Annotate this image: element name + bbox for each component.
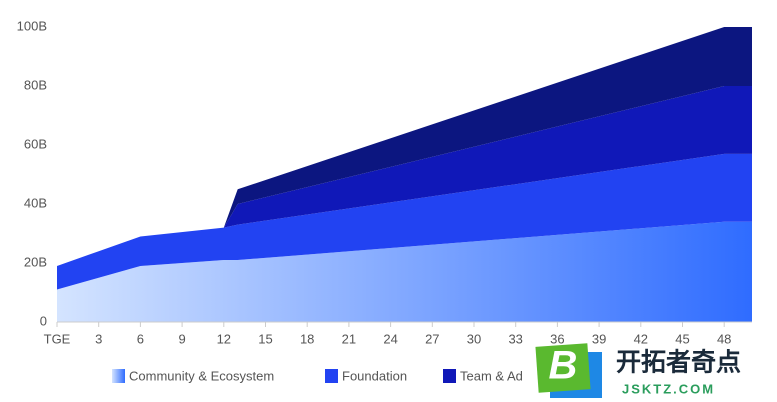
x-tick-label: 42	[634, 331, 648, 346]
x-tick-label: 45	[675, 331, 689, 346]
x-tick-label: 27	[425, 331, 439, 346]
x-tick-label: 24	[383, 331, 397, 346]
x-tick-label: 39	[592, 331, 606, 346]
x-tick-label: 3	[95, 331, 102, 346]
area	[57, 86, 752, 266]
watermark-url: JSKTZ.COM	[622, 381, 715, 396]
y-tick-label: 100B	[17, 18, 47, 33]
legend-label: Team & Ad	[460, 368, 523, 383]
y-tick-label: 80B	[24, 77, 47, 92]
y-tick-label: 0	[40, 313, 47, 328]
y-tick-label: 60B	[24, 136, 47, 151]
area	[57, 221, 752, 322]
x-tick-label: 48	[717, 331, 731, 346]
x-tick-label: 33	[508, 331, 522, 346]
x-tick-label: TGE	[44, 331, 71, 346]
x-tick-label: 18	[300, 331, 314, 346]
y-tick-label: 20B	[24, 254, 47, 269]
area	[57, 27, 752, 266]
legend-label: Community & Ecosystem	[129, 368, 274, 383]
legend-swatch	[325, 369, 338, 383]
watermark-title: 开拓者奇点	[616, 349, 741, 377]
watermark-logo-text: B	[549, 344, 578, 388]
x-tick-label: 6	[137, 331, 144, 346]
x-tick-label: 15	[258, 331, 272, 346]
x-tick-label: 30	[467, 331, 481, 346]
y-tick-label: 40B	[24, 195, 47, 210]
watermark: B 开拓者奇点 JSKTZ.COM	[535, 343, 741, 398]
x-tick-label: 36	[550, 331, 564, 346]
legend-swatch	[443, 369, 456, 383]
x-tick-label: 21	[342, 331, 356, 346]
area	[57, 153, 752, 290]
legend-swatch	[112, 369, 125, 383]
legend-label: Foundation	[342, 368, 407, 383]
watermark-logo	[535, 343, 591, 393]
x-tick-label: 12	[217, 331, 231, 346]
x-tick-label: 9	[178, 331, 185, 346]
